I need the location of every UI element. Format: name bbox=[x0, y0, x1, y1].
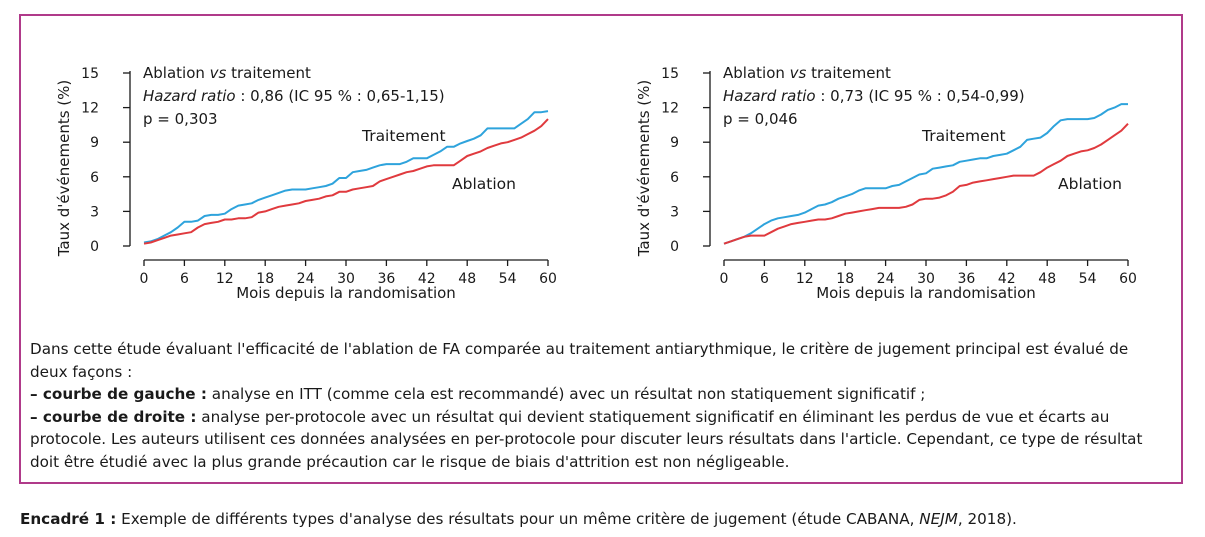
annotation-hazard-ratio: Hazard ratio : 0,73 (IC 95 % : 0,54-0,99… bbox=[723, 87, 1025, 105]
series-label-ablation: Ablation bbox=[452, 175, 516, 193]
x-tick-label: 54 bbox=[1079, 271, 1097, 287]
annotation-title-suffix: traitement bbox=[226, 64, 311, 82]
caption-left-item: – courbe de gauche : analyse en ITT (com… bbox=[30, 383, 1160, 406]
y-tick-label: 12 bbox=[661, 101, 679, 117]
y-tick-label: 15 bbox=[661, 66, 679, 82]
series-label-ablation: Ablation bbox=[1058, 175, 1122, 193]
y-tick-label: 0 bbox=[90, 239, 99, 255]
y-tick-label: 15 bbox=[81, 66, 99, 82]
annotation-p-value: p = 0,046 bbox=[723, 110, 798, 128]
figure-footer: Encadré 1 : Exemple de différents types … bbox=[20, 510, 1017, 528]
y-tick-label: 9 bbox=[670, 135, 679, 151]
annotation-hr-value: : 0,73 (IC 95 % : 0,54-0,99) bbox=[816, 87, 1025, 105]
y-tick-label: 9 bbox=[90, 135, 99, 151]
y-tick-label: 3 bbox=[90, 204, 99, 220]
annotation-title: Ablation vs traitement bbox=[723, 64, 891, 82]
x-tick-label: 12 bbox=[796, 271, 814, 287]
x-axis-label: Mois depuis la randomisation bbox=[236, 284, 456, 302]
annotation-hr-label: Hazard ratio bbox=[143, 87, 236, 105]
caption-right-bold: – courbe de droite : bbox=[30, 407, 197, 426]
x-tick-label: 48 bbox=[1038, 271, 1056, 287]
footer-text-after: , 2018). bbox=[957, 510, 1017, 528]
x-tick-label: 60 bbox=[1119, 271, 1137, 287]
y-tick-label: 12 bbox=[81, 101, 99, 117]
annotation-title-vs: vs bbox=[790, 64, 807, 82]
caption-right-item: – courbe de droite : analyse per-protoco… bbox=[30, 406, 1160, 474]
annotation-hr-value: : 0,86 (IC 95 % : 0,65-1,15) bbox=[236, 87, 445, 105]
x-tick-label: 0 bbox=[140, 271, 149, 287]
y-tick-label: 6 bbox=[670, 170, 679, 186]
annotation-hazard-ratio: Hazard ratio : 0,86 (IC 95 % : 0,65-1,15… bbox=[143, 87, 445, 105]
y-tick-label: 3 bbox=[670, 204, 679, 220]
series-line-traitement bbox=[143, 110, 549, 244]
x-tick-label: 36 bbox=[957, 271, 975, 287]
x-tick-label: 30 bbox=[917, 271, 935, 287]
annotation-title: Ablation vs traitement bbox=[143, 64, 311, 82]
caption-left-bold: – courbe de gauche : bbox=[30, 385, 207, 403]
figure-frame bbox=[19, 14, 1183, 484]
x-tick-label: 42 bbox=[418, 271, 436, 287]
caption-right-text: analyse per-protocole avec un résultat q… bbox=[30, 407, 1143, 471]
annotation-title-suffix: traitement bbox=[806, 64, 891, 82]
series-label-traitement: Traitement bbox=[361, 127, 446, 145]
caption-intro: Dans cette étude évaluant l'efficacité d… bbox=[30, 340, 1129, 381]
annotation-p-value: p = 0,303 bbox=[143, 110, 218, 128]
x-tick-label: 42 bbox=[998, 271, 1016, 287]
annotation-title-prefix: Ablation bbox=[143, 64, 210, 82]
x-tick-label: 18 bbox=[256, 271, 274, 287]
x-tick-label: 6 bbox=[760, 271, 769, 287]
annotation-title-vs: vs bbox=[210, 64, 227, 82]
x-tick-label: 60 bbox=[539, 271, 557, 287]
series-label-traitement: Traitement bbox=[921, 127, 1006, 145]
footer-text-before: Exemple de différents types d'analyse de… bbox=[116, 510, 920, 528]
series-line-ablation bbox=[723, 123, 1129, 245]
series-line-traitement bbox=[723, 103, 1128, 245]
x-tick-label: 54 bbox=[499, 271, 517, 287]
y-axis-label: Taux d'événements (%) bbox=[55, 80, 73, 258]
x-tick-label: 18 bbox=[836, 271, 854, 287]
x-tick-label: 24 bbox=[877, 271, 895, 287]
x-axis-label: Mois depuis la randomisation bbox=[816, 284, 1036, 302]
footer-italic: NEJM bbox=[919, 510, 958, 528]
caption-left-text: analyse en ITT (comme cela est recommand… bbox=[206, 385, 926, 403]
caption: Dans cette étude évaluant l'efficacité d… bbox=[30, 338, 1160, 473]
series-line-ablation bbox=[143, 118, 549, 245]
x-tick-label: 48 bbox=[458, 271, 476, 287]
x-tick-label: 6 bbox=[180, 271, 189, 287]
y-tick-label: 0 bbox=[670, 239, 679, 255]
y-tick-label: 6 bbox=[90, 170, 99, 186]
x-tick-label: 0 bbox=[720, 271, 729, 287]
x-tick-label: 24 bbox=[297, 271, 315, 287]
footer-bold: Encadré 1 : bbox=[20, 510, 117, 528]
annotation-hr-label: Hazard ratio bbox=[723, 87, 816, 105]
y-axis-label: Taux d'événements (%) bbox=[635, 80, 653, 258]
x-tick-label: 36 bbox=[377, 271, 395, 287]
annotation-title-prefix: Ablation bbox=[723, 64, 790, 82]
x-tick-label: 12 bbox=[216, 271, 234, 287]
x-tick-label: 30 bbox=[337, 271, 355, 287]
